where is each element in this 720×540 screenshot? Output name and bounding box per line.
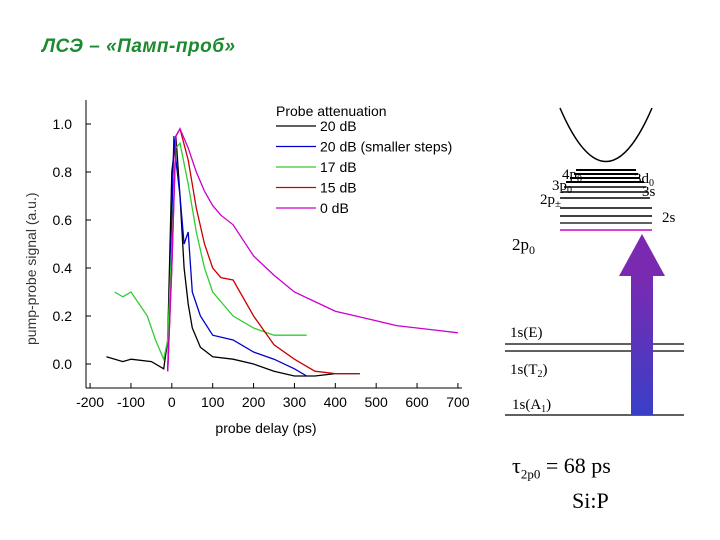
label-2p0: 2p <box>512 235 529 254</box>
tau-value: = 68 ps <box>545 453 611 478</box>
label-1sE: 1s(E) <box>510 325 543 341</box>
legend-entry: 20 dB <box>320 118 357 134</box>
series-line-1 <box>167 135 308 377</box>
label-1sT2-sub: 2 <box>538 369 543 380</box>
y-tick-label: 0.0 <box>53 356 73 372</box>
y-tick-label: 0.4 <box>53 260 73 276</box>
svg-text:1s(T2): 1s(T2) <box>510 362 548 380</box>
axis-ticks: -200 -100 0 100 200 300 400 500 600 700 0.0 0.2 0.4 0… <box>53 116 470 410</box>
tau-formula: τ2p0 = 68 ps <box>512 453 611 482</box>
x-axis-label: probe delay (ps) <box>215 420 316 436</box>
svg-text:3d0: 3d0 <box>634 171 654 189</box>
y-tick-label: 1.0 <box>53 116 73 132</box>
series-line-0 <box>106 135 360 377</box>
label-1sA1-end: ) <box>546 397 551 413</box>
legend-entry: 0 dB <box>320 200 349 216</box>
tau-symbol: τ <box>512 453 521 478</box>
series-line-2 <box>114 141 307 362</box>
y-tick-label: 0.2 <box>53 308 73 324</box>
series-line-4 <box>167 127 458 372</box>
legend-entry: 15 dB <box>320 180 357 196</box>
y-tick-label: 0.8 <box>53 164 73 180</box>
label-1sA1-sub: 1 <box>541 404 546 415</box>
svg-text:3p0: 3p0 <box>552 178 572 196</box>
x-tick-label: 500 <box>364 394 388 410</box>
x-tick-label: 400 <box>324 394 348 410</box>
y-axis-label: pump-probe signal (a.u.) <box>23 192 39 345</box>
legend: 20 dB 20 dB (smaller steps) 17 dB 15 dB 0 dB <box>276 118 452 216</box>
label-3d0: 3d <box>634 171 650 187</box>
x-tick-label: 700 <box>446 394 470 410</box>
legend-entry: 20 dB (smaller steps) <box>320 139 452 155</box>
label-2ppm-sub: ± <box>555 198 561 210</box>
label-3p0-sub: 0 <box>567 185 572 196</box>
label-3s: 3s <box>642 184 656 200</box>
data-series <box>106 127 458 377</box>
x-tick-label: 300 <box>283 394 307 410</box>
x-tick-label: 100 <box>201 394 225 410</box>
tau-subscript: 2p0 <box>520 466 541 482</box>
svg-text:1s(A1): 1s(A1) <box>512 397 551 415</box>
label-2p0-sub: 0 <box>529 243 535 257</box>
legend-entry: 17 dB <box>320 159 357 175</box>
svg-text:2p±: 2p± <box>540 192 561 210</box>
excitation-arrow-head <box>619 234 665 276</box>
slide-title: ЛСЭ – «Памп-проб» <box>42 36 236 57</box>
label-3d0-sub: 0 <box>649 178 654 189</box>
energy-diagram: 4p0 3d0 3p0 3s 2p± 2s 2p0 1s(E) 1s(T2) 1… <box>505 107 684 416</box>
svg-text:4p0: 4p0 <box>562 167 582 185</box>
x-tick-label: -100 <box>117 394 145 410</box>
label-4p0: 4p <box>562 167 577 183</box>
excited-levels-cluster <box>560 169 652 217</box>
material-label: Si:P <box>572 488 609 513</box>
label-2s: 2s <box>662 210 676 226</box>
x-tick-label: -200 <box>76 394 104 410</box>
label-1sT2: 1s(T <box>510 362 538 378</box>
excitation-arrow <box>631 274 653 415</box>
legend-title: Probe attenuation <box>276 103 387 119</box>
x-tick-label: 200 <box>242 394 266 410</box>
label-1sA1: 1s(A <box>512 397 541 413</box>
label-1sT2-end: ) <box>543 362 548 378</box>
x-tick-label: 600 <box>405 394 429 410</box>
y-tick-label: 0.6 <box>53 212 73 228</box>
label-4p0-sub: 0 <box>577 174 582 185</box>
conduction-band-parabola <box>559 107 653 163</box>
svg-text:2p0: 2p0 <box>512 235 535 257</box>
label-3p0: 3p <box>552 178 567 194</box>
label-2ppm: 2p <box>540 192 555 208</box>
x-tick-label: 0 <box>168 394 176 410</box>
